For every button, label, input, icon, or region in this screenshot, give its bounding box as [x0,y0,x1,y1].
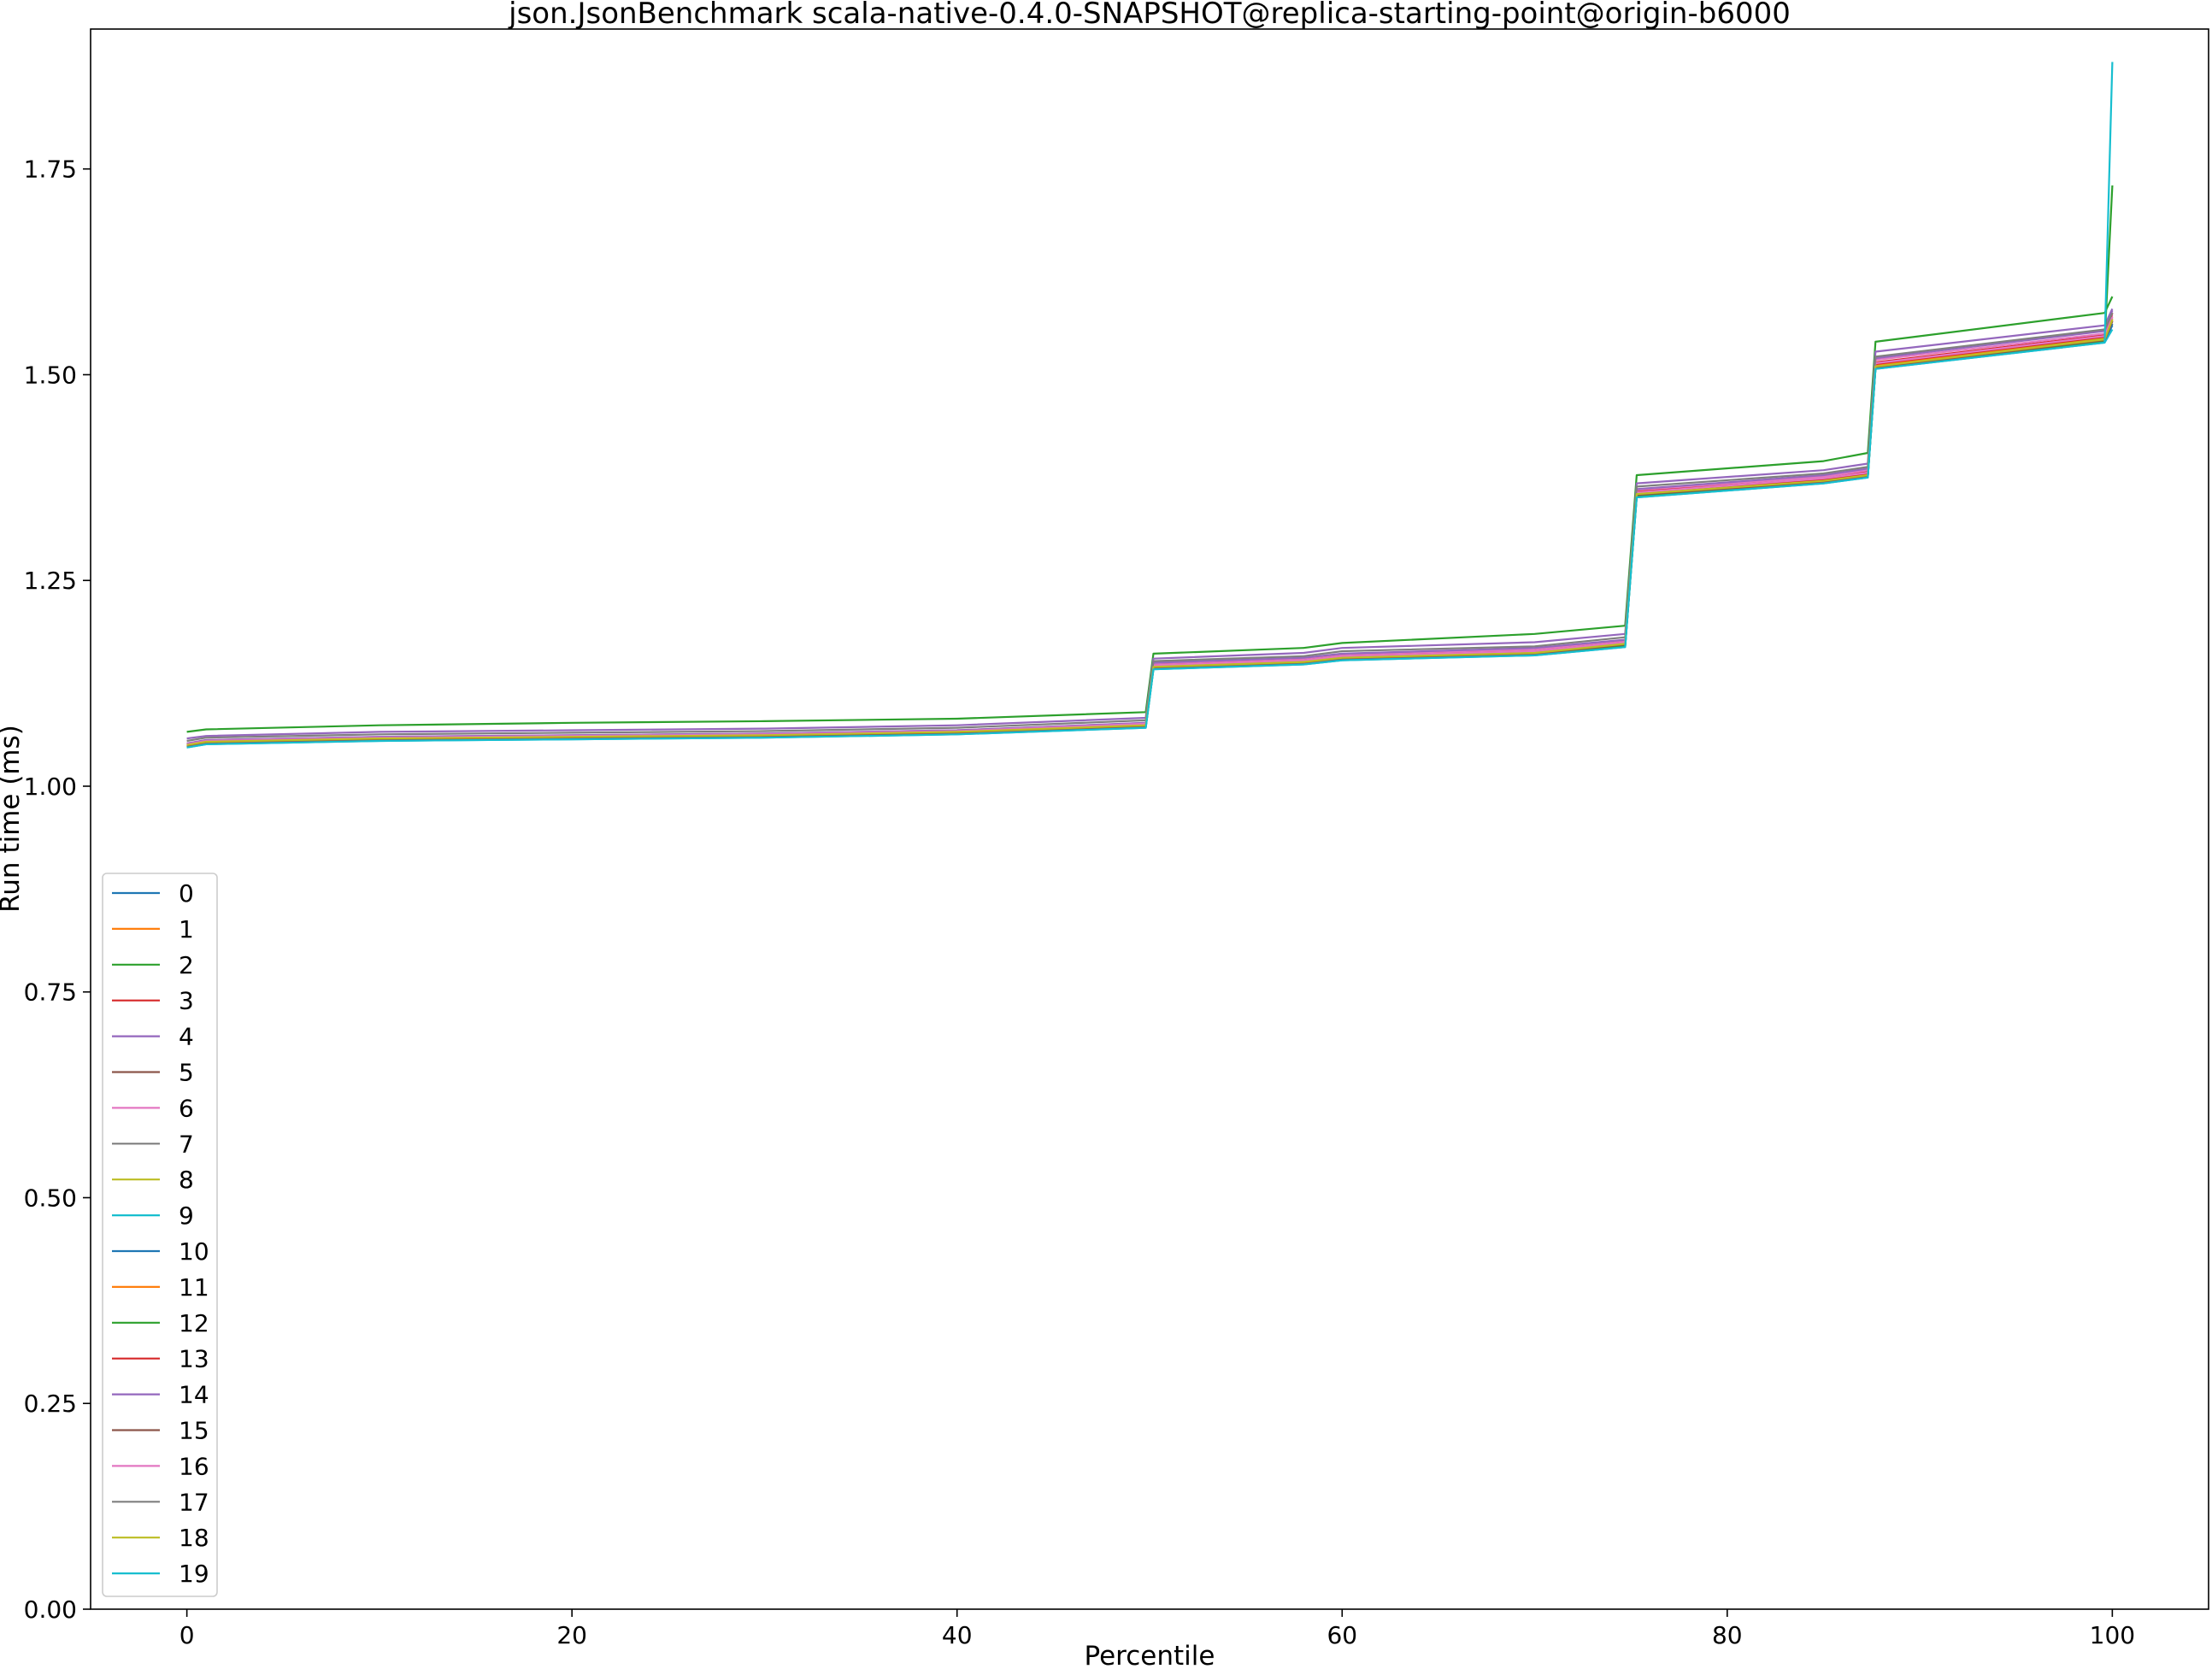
y-tick-label: 1.75 [24,156,77,184]
plot-frame [90,28,2209,1610]
legend-label-0: 0 [179,879,194,908]
legend-label-1: 1 [179,915,194,943]
legend-label-14: 14 [179,1381,209,1409]
x-axis: 0 20 40 60 80 100 [179,1609,2135,1649]
x-tick-label: 60 [1327,1621,1357,1649]
legend-label-7: 7 [179,1130,194,1158]
y-tick-label: 1.50 [24,361,77,389]
y-tick-label: 0.00 [24,1596,77,1624]
legend-label-18: 18 [179,1524,209,1552]
legend-label-17: 17 [179,1488,209,1516]
legend-label-5: 5 [179,1059,194,1087]
series-line-19 [186,62,2114,749]
legend-label-16: 16 [179,1452,209,1480]
legend-label-6: 6 [179,1094,194,1122]
legend-label-19: 19 [179,1560,209,1588]
x-tick-label: 20 [556,1621,587,1649]
legend-label-10: 10 [179,1237,209,1266]
legend-label-4: 4 [179,1023,194,1051]
legend-label-12: 12 [179,1309,209,1337]
legend-label-11: 11 [179,1273,209,1302]
y-tick-label: 0.75 [24,978,77,1007]
chart-title: json.JsonBenchmark scala-native-0.4.0-SN… [508,0,1791,31]
x-tick-label: 100 [2090,1621,2135,1649]
legend-label-3: 3 [179,987,194,1015]
y-tick-label: 1.25 [24,567,77,595]
y-tick-label: 0.25 [24,1390,77,1418]
plot-area: 0 20 40 60 80 100 0.000.250.500.751.001.251.5… [24,28,2209,1649]
x-tick-label: 80 [1712,1621,1743,1649]
legend-label-15: 15 [179,1417,209,1445]
y-tick-label: 1.00 [24,773,77,801]
y-axis-label: Run time (ms) [0,725,26,913]
series-layer [186,62,2114,749]
legend-label-13: 13 [179,1345,209,1373]
y-axis: 0.00 0.25 0.50 0.75 1.00 1.25 1.50 1.75 [24,156,91,1624]
x-tick-label: 40 [942,1621,973,1649]
legend-box [102,873,218,1597]
y-tick-label: 0.50 [24,1184,77,1212]
legend-label-8: 8 [179,1166,194,1194]
x-tick-label: 0 [179,1621,195,1649]
legend-label-9: 9 [179,1202,194,1230]
legend-label-2: 2 [179,951,194,979]
x-axis-label: Percentile [1085,1641,1215,1669]
